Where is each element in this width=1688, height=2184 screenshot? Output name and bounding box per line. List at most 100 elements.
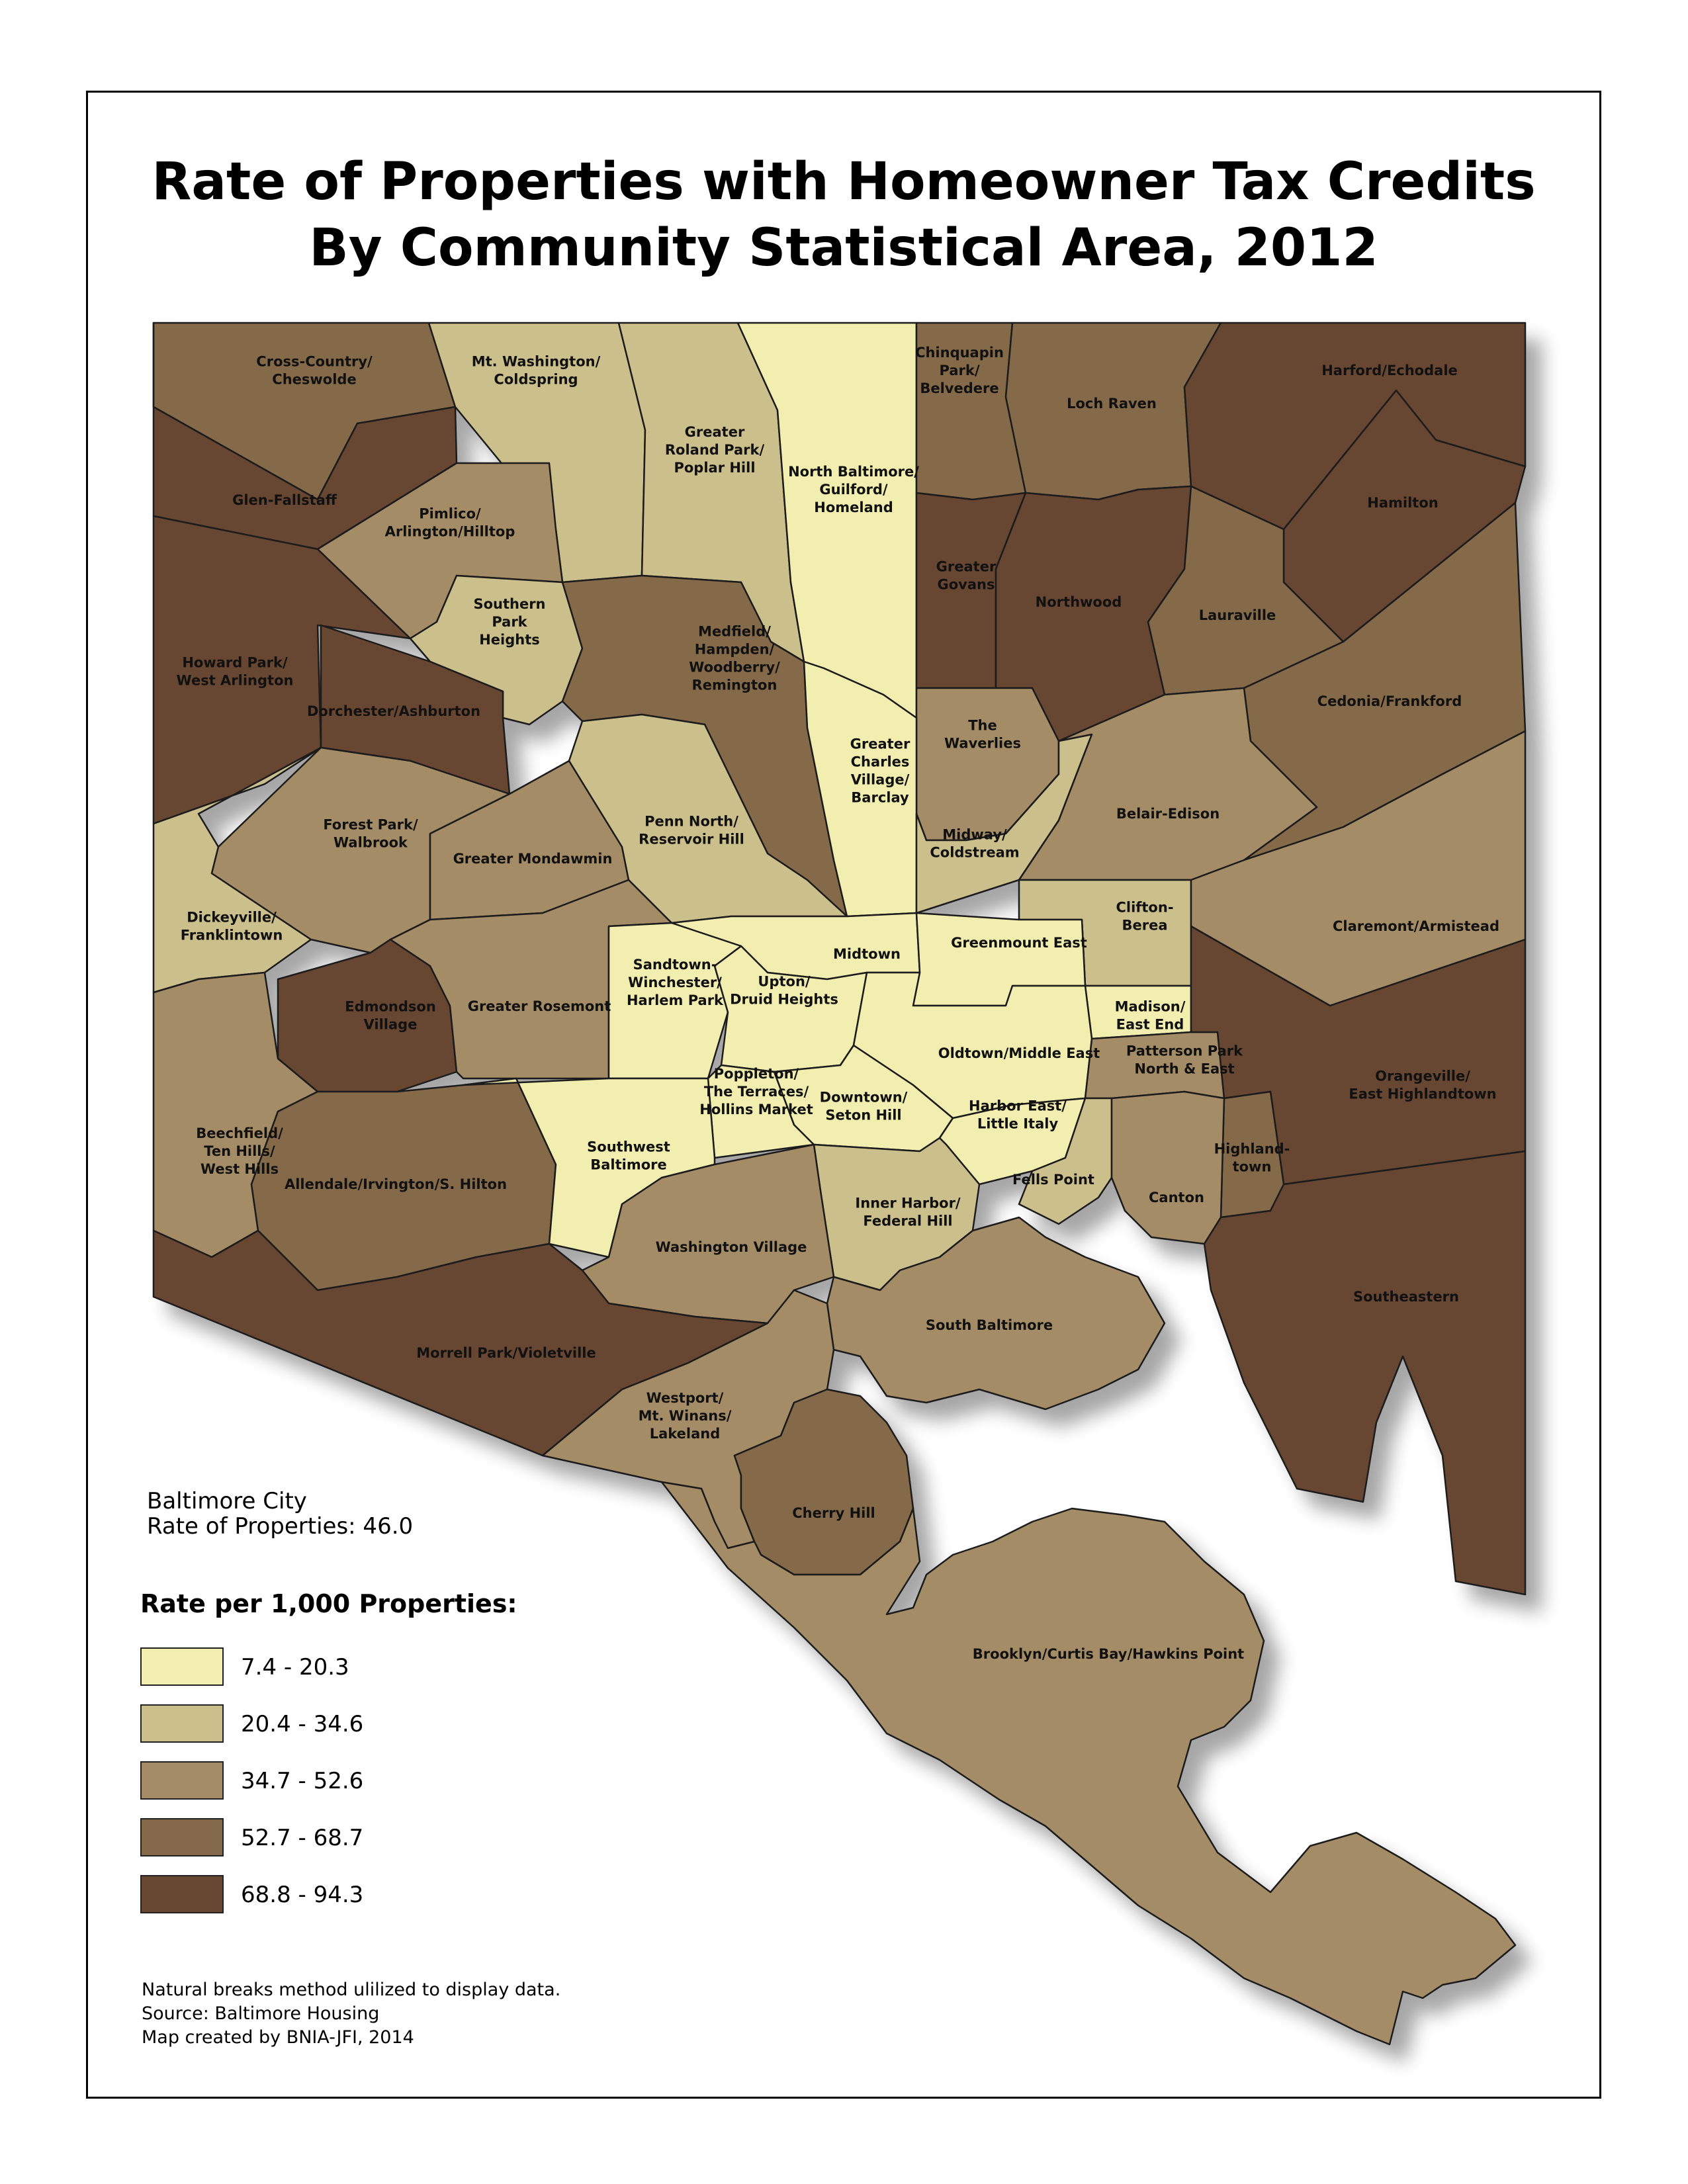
area-label-line: Mt. Washington/ xyxy=(472,354,601,370)
area-label-line: Glen-Fallstaff xyxy=(232,492,337,508)
area-label-line: Greater Rosemont xyxy=(468,998,611,1014)
area-label-claremont: Claremont/Armistead xyxy=(1333,918,1499,934)
area-label-line: Poppleton/ xyxy=(714,1066,799,1082)
area-label-line: Village xyxy=(364,1017,418,1033)
area-label-patterson-park: Patterson Park North & East xyxy=(1126,1043,1243,1077)
area-label-line: Franklintown xyxy=(181,928,283,943)
area-label-mt-washington: Mt. Washington/Coldspring xyxy=(472,354,601,388)
area-label-dorchester: Dorchester/Ashburton xyxy=(307,703,480,719)
area-label-line: Midtown xyxy=(833,946,901,962)
area-label-pimlico: Pimlico/Arlington/Hilltop xyxy=(385,506,515,540)
city-rate: Rate of Properties: 46.0 xyxy=(147,1513,414,1540)
area-label-line: Baltimore xyxy=(590,1157,667,1173)
area-label-line: Mt. Winans/ xyxy=(639,1408,732,1424)
area-label-line: The Terraces/ xyxy=(704,1084,809,1100)
legend-swatch xyxy=(140,1875,224,1913)
area-label-greater-roland-park: Greater Roland Park/Poplar Hill xyxy=(665,424,765,476)
legend-label: 52.7 - 68.7 xyxy=(241,1825,364,1851)
area-label-waverlies: The Waverlies xyxy=(944,718,1021,752)
area-label-line: Govans xyxy=(938,577,995,593)
map-frame xyxy=(86,91,1601,2099)
area-label-line: Edmondson xyxy=(345,999,436,1015)
area-label-line: Cherry Hill xyxy=(792,1505,875,1521)
area-label-line: Downtown/ xyxy=(820,1090,908,1106)
area-label-glen-fallstaff: Glen-Fallstaff xyxy=(232,492,337,508)
area-label-sandtown: Sandtown- Winchester/Harlem Park xyxy=(627,957,724,1008)
area-label-line: Greenmount East xyxy=(951,935,1087,951)
area-label-line: Allendale/Irvington/S. Hilton xyxy=(285,1176,507,1192)
area-label-medfield: Medfield/Hampden/Woodberry/Remington xyxy=(689,624,780,693)
map-title: Rate of Properties with Homeowner Tax Cr… xyxy=(86,149,1601,281)
area-label-cedonia: Cedonia/Frankford xyxy=(1317,693,1462,709)
area-label-line: Walbrook xyxy=(333,835,408,851)
area-label-line: Midway/ xyxy=(942,827,1007,843)
area-label-downtown: Downtown/Seton Hill xyxy=(820,1090,908,1123)
area-label-line: Lauraville xyxy=(1199,607,1276,623)
area-label-greenmount-east: Greenmount East xyxy=(951,935,1087,951)
legend-title: Rate per 1,000 Properties: xyxy=(140,1589,517,1618)
area-label-line: Northwood xyxy=(1036,594,1122,610)
area-label-line: Park/ xyxy=(940,363,980,378)
csa-south-baltimore[interactable] xyxy=(826,1216,1166,1411)
area-label-edmondson-village: Edmondson Village xyxy=(345,999,436,1033)
area-label-line: Greater xyxy=(936,559,997,575)
area-label-line: Harford/Echodale xyxy=(1321,363,1458,378)
area-label-midtown: Midtown xyxy=(833,946,901,962)
csa-southeastern[interactable] xyxy=(1203,1150,1527,1596)
area-label-southern-park-heights: Southern Park Heights xyxy=(473,596,545,648)
area-label-greater-charles-village: Greater Charles Village/Barclay xyxy=(850,736,911,806)
area-label-line: Waverlies xyxy=(944,736,1021,752)
legend-swatch xyxy=(140,1761,224,1800)
area-label-line: Little Italy xyxy=(977,1116,1059,1132)
area-label-line: Cross-Country/ xyxy=(256,354,373,370)
area-label-line: Sandtown- xyxy=(633,957,717,973)
legend-label: 34.7 - 52.6 xyxy=(241,1768,364,1794)
area-label-line: Woodberry/ xyxy=(689,660,780,676)
area-label-line: Park xyxy=(492,614,527,630)
area-label-line: Barclay xyxy=(851,790,909,806)
legend-swatch xyxy=(140,1704,224,1743)
area-label-southeastern: Southeastern xyxy=(1353,1289,1459,1305)
source-note: Source: Baltimore Housing xyxy=(142,2003,380,2024)
area-label-line: Patterson Park xyxy=(1126,1043,1243,1059)
area-label-fells-point: Fells Point xyxy=(1012,1172,1094,1188)
area-label-southwest-baltimore: Southwest Baltimore xyxy=(587,1139,670,1173)
area-label-line: Coldstream xyxy=(930,845,1019,861)
area-label-line: Poplar Hill xyxy=(674,460,755,476)
area-label-harford-echodale: Harford/Echodale xyxy=(1321,363,1458,378)
area-label-line: Homeland xyxy=(814,500,893,515)
csa-penn-north[interactable] xyxy=(568,713,848,924)
area-label-loch-raven: Loch Raven xyxy=(1067,396,1157,412)
area-label-line: Harbor East/ xyxy=(969,1098,1067,1114)
area-label-inner-harbor: Inner Harbor/Federal Hill xyxy=(855,1196,961,1229)
csa-canton[interactable] xyxy=(1110,1090,1225,1245)
area-label-line: Beechfield/ xyxy=(196,1125,283,1141)
legend-label: 68.8 - 94.3 xyxy=(241,1882,364,1908)
area-label-northwood: Northwood xyxy=(1036,594,1122,610)
area-label-line: Lakeland xyxy=(650,1426,721,1442)
csa-brooklyn[interactable] xyxy=(660,1481,1517,2046)
area-label-line: Seton Hill xyxy=(825,1108,901,1123)
area-label-line: Fells Point xyxy=(1012,1172,1094,1188)
area-label-line: Heights xyxy=(479,632,540,648)
area-label-line: Reservoir Hill xyxy=(639,832,744,848)
area-label-line: East End xyxy=(1116,1017,1184,1033)
area-label-line: Belair-Edison xyxy=(1116,806,1220,822)
area-label-line: West Hills xyxy=(200,1161,279,1177)
area-label-line: Cedonia/Frankford xyxy=(1317,693,1462,709)
area-label-oldtown: Oldtown/Middle East xyxy=(938,1045,1100,1061)
area-label-line: Brooklyn/Curtis Bay/Hawkins Point xyxy=(973,1646,1244,1662)
area-label-line: Highland- xyxy=(1214,1141,1290,1157)
area-label-line: Southwest xyxy=(587,1139,670,1155)
area-label-line: Coldspring xyxy=(494,372,578,388)
area-label-line: Westport/ xyxy=(646,1390,724,1406)
area-label-westport: Westport/Mt. Winans/Lakeland xyxy=(639,1390,732,1442)
area-label-line: Dorchester/Ashburton xyxy=(307,703,480,719)
area-label-cherry-hill: Cherry Hill xyxy=(792,1505,875,1521)
area-label-highlandtown: Highland-town xyxy=(1214,1141,1290,1175)
area-label-line: North & East xyxy=(1134,1061,1234,1077)
area-label-upton: Upton/Druid Heights xyxy=(730,974,838,1008)
area-label-line: West Arlington xyxy=(177,673,294,689)
area-label-clifton-berea: Clifton- Berea xyxy=(1116,900,1173,934)
